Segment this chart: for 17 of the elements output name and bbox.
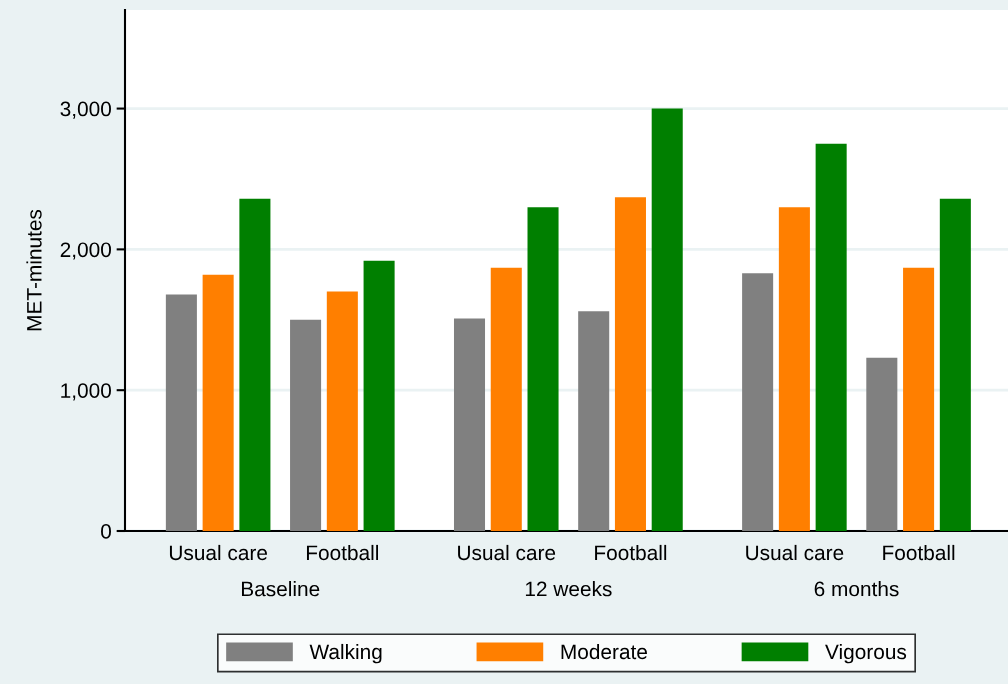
x-tick-label: Football <box>306 544 378 561</box>
x-tick-label: Usual care <box>746 544 844 561</box>
x-tick-label: Football <box>595 544 667 561</box>
text: 6 months <box>814 581 899 597</box>
legend-label: Moderate <box>561 643 647 660</box>
x-tick-label: Usual care <box>458 544 556 561</box>
text: Baseline <box>241 581 320 597</box>
y-axis-title: MET-minutes <box>26 209 42 331</box>
y-tick-label: 3,000 <box>60 101 111 119</box>
legend-label: Walking <box>309 643 382 664</box>
legend-label: Vigorous <box>825 643 907 664</box>
y-tick-label: 2,000 <box>60 242 111 260</box>
x-tick-label: Usual care <box>169 544 268 561</box>
y-tick-label: 0 <box>101 524 111 539</box>
text: 12 weeks <box>525 581 612 597</box>
x-tick-label: Football <box>883 544 955 561</box>
y-tick-label: 1,000 <box>61 383 111 401</box>
